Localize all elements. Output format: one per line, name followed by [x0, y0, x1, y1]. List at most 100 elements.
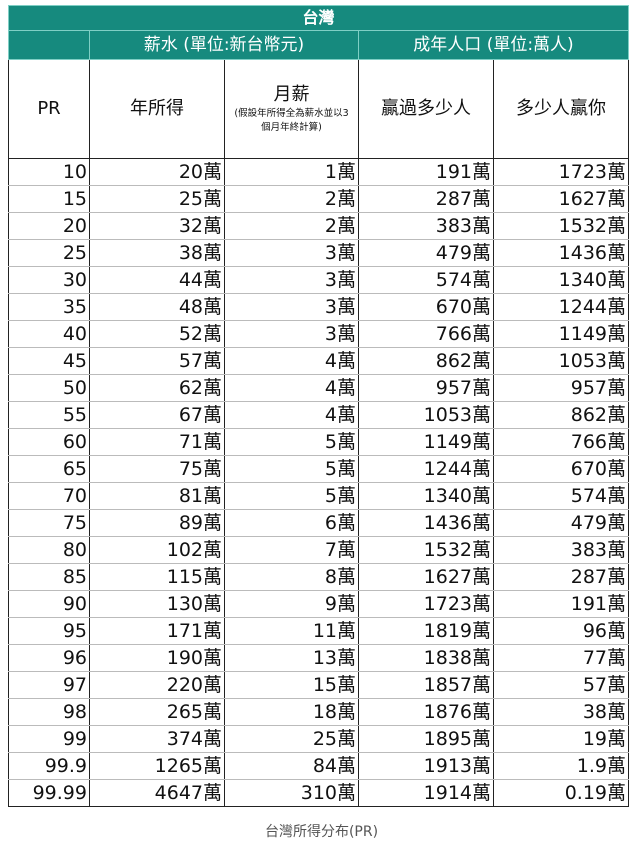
cell-beaten-by: 1723萬	[492, 158, 630, 186]
table-row: 20 32萬 2萬 383萬 1532萬	[8, 212, 630, 240]
cell-beaten-by: 479萬	[492, 509, 630, 537]
cell-monthly: 3萬	[224, 320, 359, 348]
cell-beaten-by: 1532萬	[492, 212, 630, 240]
cell-annual: 57萬	[89, 347, 225, 375]
cell-annual: 44萬	[89, 266, 225, 294]
cell-beaten-by: 1627萬	[492, 185, 630, 213]
cell-annual: 25萬	[89, 185, 225, 213]
cell-annual: 48萬	[89, 293, 225, 321]
cell-pr: 85	[8, 563, 90, 591]
cell-annual: 130萬	[89, 590, 225, 618]
cell-pr: 10	[8, 158, 90, 186]
header-monthly-note: (假設年所得全為薪水並以3個月年終計算)	[234, 108, 349, 133]
table-row: 35 48萬 3萬 670萬 1244萬	[8, 293, 630, 321]
table-row: 75 89萬 6萬 1436萬 479萬	[8, 509, 630, 537]
cell-beaten-by: 670萬	[492, 455, 630, 483]
cell-beaten-by: 191萬	[492, 590, 630, 618]
table-row: 40 52萬 3萬 766萬 1149萬	[8, 320, 630, 348]
cell-pr: 35	[8, 293, 90, 321]
cell-beat: 1857萬	[358, 671, 494, 699]
cell-monthly: 13萬	[224, 644, 359, 672]
cell-monthly: 3萬	[224, 266, 359, 294]
cell-annual: 52萬	[89, 320, 225, 348]
cell-beat: 1914萬	[358, 779, 494, 807]
table-row: 55 67萬 4萬 1053萬 862萬	[8, 401, 630, 429]
cell-monthly: 9萬	[224, 590, 359, 618]
cell-pr: 75	[8, 509, 90, 537]
cell-pr: 55	[8, 401, 90, 429]
table-title: 台灣	[7, 5, 630, 31]
cell-monthly: 3萬	[224, 239, 359, 267]
cell-beat: 1244萬	[358, 455, 494, 483]
cell-monthly: 7萬	[224, 536, 359, 564]
cell-beat: 1149萬	[358, 428, 494, 456]
cell-beat: 287萬	[358, 185, 494, 213]
cell-beat: 383萬	[358, 212, 494, 240]
cell-monthly: 2萬	[224, 185, 359, 213]
cell-pr: 20	[8, 212, 90, 240]
cell-beat: 1053萬	[358, 401, 494, 429]
cell-annual: 102萬	[89, 536, 225, 564]
table-wrapper: 台灣 薪水 (單位:新台幣元) 成年人口 (單位:萬人) PR 年所得 月薪 (假…	[7, 5, 630, 807]
cell-pr: 25	[8, 239, 90, 267]
cell-monthly: 2萬	[224, 212, 359, 240]
caption: 台灣所得分布(PR)	[264, 824, 379, 840]
cell-annual: 1265萬	[89, 752, 225, 780]
cell-beaten-by: 574萬	[492, 482, 630, 510]
table-row: 85 115萬 8萬 1627萬 287萬	[8, 563, 630, 591]
cell-beat: 1436萬	[358, 509, 494, 537]
header-annual: 年所得	[89, 59, 225, 159]
cell-pr: 70	[8, 482, 90, 510]
cell-monthly: 11萬	[224, 617, 359, 645]
cell-pr: 15	[8, 185, 90, 213]
cell-annual: 265萬	[89, 698, 225, 726]
cell-annual: 81萬	[89, 482, 225, 510]
cell-beat: 1895萬	[358, 725, 494, 753]
header-monthly: 月薪 (假設年所得全為薪水並以3個月年終計算)	[224, 59, 359, 159]
cell-monthly: 1萬	[224, 158, 359, 186]
cell-annual: 220萬	[89, 671, 225, 699]
cell-pr: 99.99	[8, 779, 90, 807]
cell-pr: 96	[8, 644, 90, 672]
cell-beaten-by: 77萬	[492, 644, 630, 672]
cell-annual: 75萬	[89, 455, 225, 483]
cell-annual: 20萬	[89, 158, 225, 186]
cell-pr: 97	[8, 671, 90, 699]
cell-pr: 65	[8, 455, 90, 483]
table-row: 95 171萬 11萬 1819萬 96萬	[8, 617, 630, 645]
cell-pr: 99.9	[8, 752, 90, 780]
table-row: 99.99 4647萬 310萬 1914萬 0.19萬	[8, 779, 630, 807]
cell-monthly: 25萬	[224, 725, 359, 753]
cell-pr: 60	[8, 428, 90, 456]
cell-monthly: 4萬	[224, 374, 359, 402]
cell-annual: 171萬	[89, 617, 225, 645]
table-row: 96 190萬 13萬 1838萬 77萬	[8, 644, 630, 672]
cell-monthly: 15萬	[224, 671, 359, 699]
cell-beat: 670萬	[358, 293, 494, 321]
header-beaten-by: 多少人贏你	[492, 59, 630, 159]
cell-beaten-by: 19萬	[492, 725, 630, 753]
cell-monthly: 6萬	[224, 509, 359, 537]
table-row: 70 81萬 5萬 1340萬 574萬	[8, 482, 630, 510]
header-pr: PR	[8, 59, 90, 159]
cell-beaten-by: 862萬	[492, 401, 630, 429]
cell-beaten-by: 38萬	[492, 698, 630, 726]
table-row: 97 220萬 15萬 1857萬 57萬	[8, 671, 630, 699]
cell-beaten-by: 1149萬	[492, 320, 630, 348]
header-monthly-label: 月薪	[273, 84, 310, 105]
cell-beat: 574萬	[358, 266, 494, 294]
cell-monthly: 8萬	[224, 563, 359, 591]
cell-monthly: 4萬	[224, 347, 359, 375]
cell-beat: 1532萬	[358, 536, 494, 564]
cell-monthly: 5萬	[224, 428, 359, 456]
cell-beat: 1819萬	[358, 617, 494, 645]
cell-beaten-by: 287萬	[492, 563, 630, 591]
cell-pr: 95	[8, 617, 90, 645]
cell-monthly: 5萬	[224, 482, 359, 510]
table-row: 15 25萬 2萬 287萬 1627萬	[8, 185, 630, 213]
cell-beaten-by: 96萬	[492, 617, 630, 645]
cell-beat: 1913萬	[358, 752, 494, 780]
cell-pr: 80	[8, 536, 90, 564]
cell-beat: 1627萬	[358, 563, 494, 591]
cell-monthly: 310萬	[224, 779, 359, 807]
